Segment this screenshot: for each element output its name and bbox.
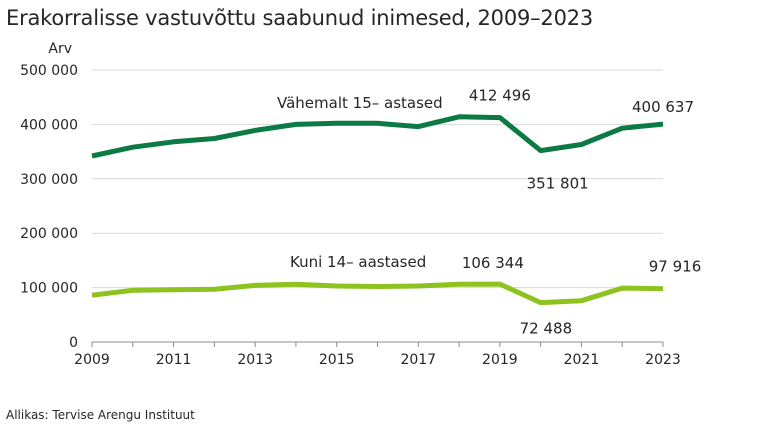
y-tick-label: 300 000 <box>20 172 78 188</box>
x-tick-label: 2019 <box>482 352 518 368</box>
x-tick-label: 2011 <box>156 352 192 368</box>
x-tick-label: 2013 <box>237 352 273 368</box>
series-line-1 <box>91 114 664 159</box>
y-axis-title: Arv <box>48 41 72 57</box>
y-tick-label: 0 <box>69 335 78 351</box>
y-tick-label: 400 000 <box>20 117 78 133</box>
data-label: 106 344 <box>462 254 524 272</box>
x-tick-label: 2009 <box>74 352 110 368</box>
y-tick-label: 100 000 <box>20 281 78 297</box>
series-label: Kuni 14– aastased <box>290 253 426 271</box>
x-tick-label: 2023 <box>645 352 681 368</box>
y-tick-label: 200 000 <box>20 226 78 242</box>
series-line-2 <box>91 281 664 306</box>
x-tick-label: 2021 <box>564 352 600 368</box>
chart-title: Erakorralisse vastuvõttu saabunud inimes… <box>6 6 594 30</box>
source-note: Allikas: Tervise Arengu Instituut <box>6 408 195 422</box>
x-tick-label: 2015 <box>319 352 355 368</box>
data-label: 97 916 <box>649 258 702 276</box>
y-tick-label: 500 000 <box>20 63 78 79</box>
data-label: 412 496 <box>469 87 531 105</box>
data-label: 351 801 <box>527 175 589 193</box>
series-label: Vähemalt 15– astased <box>277 94 443 112</box>
data-label: 72 488 <box>520 320 573 338</box>
x-tick-label: 2017 <box>400 352 436 368</box>
data-label: 400 637 <box>632 98 694 116</box>
